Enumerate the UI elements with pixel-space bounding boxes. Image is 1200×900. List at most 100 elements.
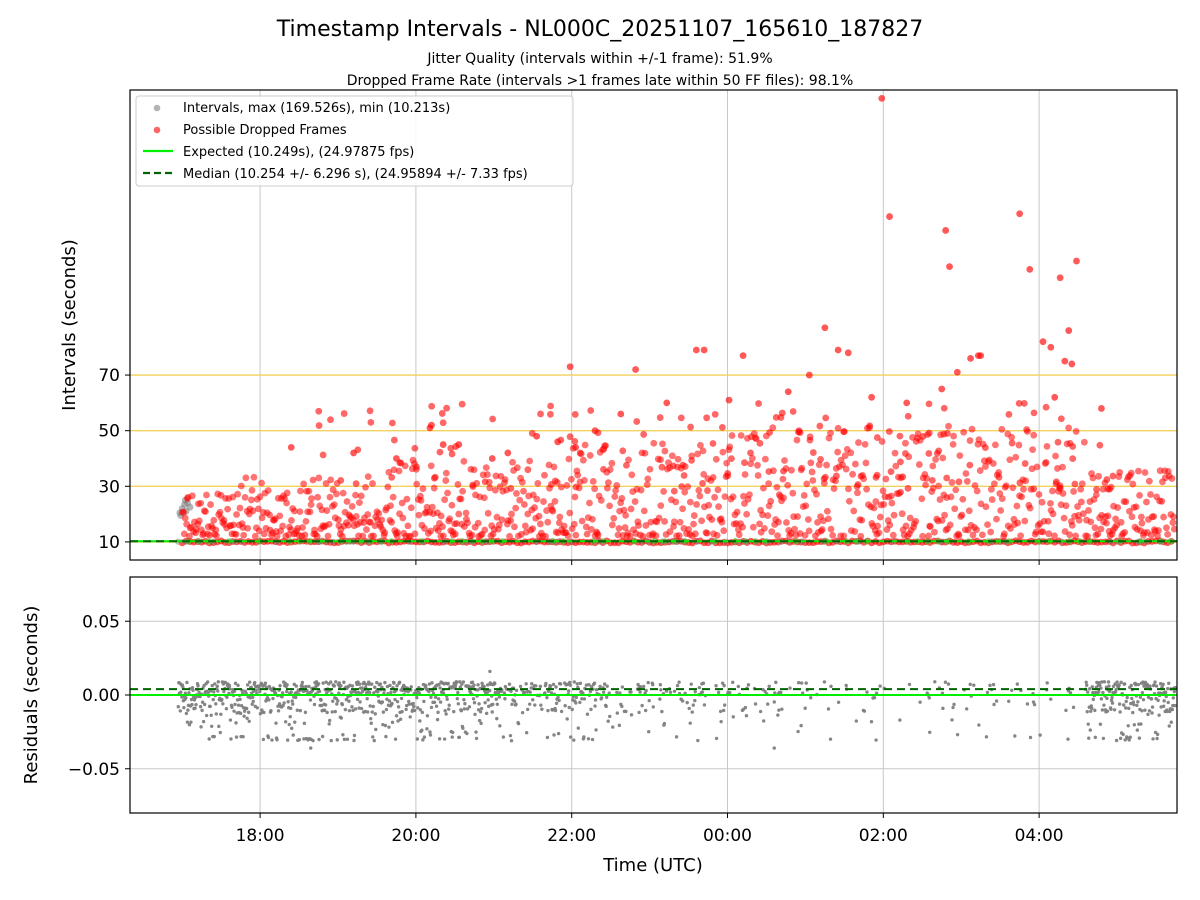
- dropped-frame-point: [260, 530, 268, 538]
- dropped-frame-point: [1043, 442, 1051, 450]
- dropped-frame-point: [470, 466, 478, 474]
- residual-point: [319, 703, 324, 708]
- residual-point: [421, 738, 425, 742]
- dropped-frame-point: [761, 455, 769, 463]
- dropped-frame-point: [625, 456, 632, 464]
- dropped-frame-point: [441, 496, 449, 504]
- dropped-frame-point: [1073, 257, 1080, 265]
- residual-point: [796, 680, 801, 685]
- dropped-frame-point: [250, 473, 258, 481]
- dropped-frame-point: [237, 482, 245, 490]
- residual-point: [1135, 728, 1140, 732]
- dropped-frame-point: [256, 493, 264, 501]
- residual-point: [283, 720, 288, 724]
- residual-point: [404, 703, 409, 708]
- residual-point: [1032, 702, 1037, 707]
- residual-point: [425, 714, 430, 718]
- residual-point: [234, 735, 239, 739]
- residual-point: [629, 713, 634, 717]
- dropped-frame-point: [915, 461, 923, 468]
- residual-point: [372, 691, 376, 695]
- residual-point: [187, 723, 192, 727]
- residual-point: [470, 680, 475, 684]
- residual-point: [1140, 690, 1145, 695]
- residual-point: [659, 688, 663, 692]
- residual-point: [445, 697, 449, 701]
- dropped-frame-point: [197, 499, 205, 507]
- residual-point: [951, 705, 955, 710]
- dropped-frame-point: [1000, 530, 1008, 538]
- dropped-frame-point: [1032, 528, 1040, 536]
- dropped-frame-point: [1065, 424, 1073, 432]
- residual-point: [227, 683, 232, 688]
- dropped-frame-point: [314, 493, 322, 501]
- residual-point: [294, 695, 298, 700]
- residual-point: [1167, 681, 1171, 686]
- residual-point: [332, 684, 336, 688]
- residual-point: [662, 721, 667, 726]
- dropped-frame-point: [1112, 515, 1119, 523]
- residual-point: [718, 709, 723, 714]
- dropped-frame-point: [315, 474, 323, 482]
- dropped-frame-point: [726, 443, 734, 451]
- residual-point: [463, 702, 467, 706]
- intervals-plot: 10 30 50 70 Intervals (seconds) Intervals, …: [59, 89, 1178, 565]
- residual-point: [593, 698, 598, 702]
- dropped-frame-point: [789, 408, 797, 415]
- residual-point: [1124, 706, 1128, 710]
- dropped-frame-point: [844, 349, 852, 357]
- residual-point: [418, 719, 422, 723]
- residual-point: [232, 689, 237, 694]
- dropped-frame-point: [739, 352, 747, 359]
- residual-point: [210, 683, 214, 688]
- dropped-frame-point: [931, 528, 938, 536]
- dropped-frame-point: [857, 472, 865, 480]
- intervals-y-axis-label: Intervals (seconds): [59, 239, 80, 411]
- residual-point: [360, 686, 364, 690]
- legend-red-marker: [153, 126, 161, 134]
- residual-point: [557, 698, 561, 703]
- dropped-frame-point: [746, 491, 753, 499]
- residual-point: [430, 681, 434, 685]
- residual-point: [501, 735, 506, 739]
- residual-point: [644, 688, 648, 693]
- residual-point: [1127, 706, 1131, 711]
- residual-point: [1007, 699, 1011, 703]
- residual-point: [438, 700, 443, 704]
- residual-point: [295, 708, 299, 712]
- residual-point: [432, 700, 437, 704]
- residual-point: [267, 698, 271, 702]
- dropped-frame-point: [888, 499, 896, 507]
- residual-point: [189, 720, 193, 724]
- dropped-frame-point: [258, 514, 266, 522]
- residual-point: [238, 697, 242, 702]
- dropped-frame-point: [1069, 443, 1077, 450]
- dropped-frame-point: [1099, 485, 1107, 493]
- dropped-frame-point: [808, 468, 816, 476]
- dropped-frame-point: [987, 528, 995, 536]
- residual-point: [1100, 708, 1105, 712]
- dropped-frame-point: [542, 532, 549, 540]
- residual-point: [189, 697, 194, 702]
- residual-point: [799, 681, 804, 685]
- dropped-frame-point: [617, 410, 625, 418]
- residual-point: [800, 691, 805, 695]
- residual-point: [940, 691, 945, 695]
- residual-point: [1093, 708, 1097, 713]
- residual-point: [427, 682, 432, 686]
- dropped-frame-point: [632, 366, 639, 373]
- dropped-frame-point: [878, 94, 886, 102]
- dropped-frame-point: [576, 449, 584, 457]
- residual-point: [588, 689, 593, 694]
- dropped-frame-point: [823, 507, 831, 515]
- dropped-frame-point: [533, 495, 541, 503]
- residual-point: [250, 702, 254, 706]
- dropped-frame-point: [969, 531, 977, 539]
- dropped-frame-point: [788, 466, 795, 474]
- dropped-frame-point: [690, 512, 698, 519]
- residual-point: [582, 735, 586, 739]
- dropped-frame-point: [313, 532, 321, 540]
- residual-point: [1132, 723, 1137, 727]
- dropped-frame-point: [855, 439, 862, 446]
- dropped-frame-point: [1136, 491, 1143, 499]
